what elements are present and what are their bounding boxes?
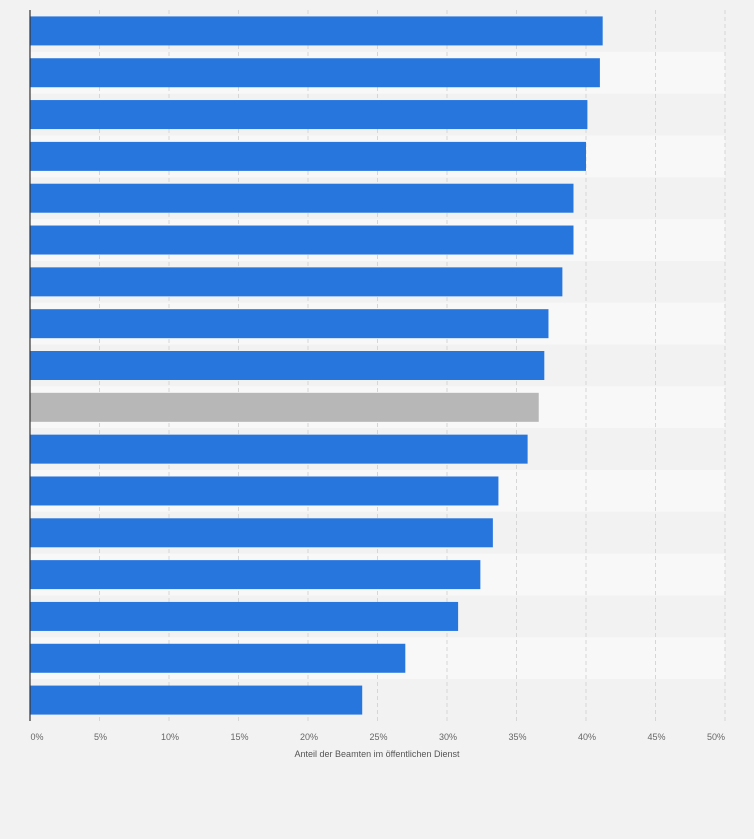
- bar: [30, 225, 574, 255]
- bar: [30, 183, 574, 213]
- x-tick-label: 0%: [30, 732, 43, 742]
- bar: [30, 476, 499, 506]
- x-tick-label: 20%: [300, 732, 318, 742]
- bar-highlighted: [30, 392, 539, 422]
- bar: [30, 141, 586, 171]
- bar: [30, 309, 549, 339]
- x-tick-label: 35%: [508, 732, 526, 742]
- x-axis-ticks: 0% 5% 10% 15% 20% 25% 30% 35% 40% 45% 50%: [30, 732, 725, 742]
- bar: [30, 58, 600, 88]
- x-tick-label: 45%: [647, 732, 665, 742]
- bar: [30, 267, 563, 297]
- x-tick-label: 25%: [369, 732, 387, 742]
- bar: [30, 16, 603, 46]
- bar: [30, 601, 459, 631]
- bar: [30, 560, 481, 590]
- bar: [30, 685, 363, 715]
- x-axis-title: Anteil der Beamten im öffentlichen Diens…: [295, 749, 460, 759]
- bar: [30, 518, 493, 548]
- x-tick-label: 10%: [161, 732, 179, 742]
- x-tick-label: 50%: [707, 732, 725, 742]
- x-tick-label: 30%: [439, 732, 457, 742]
- bar: [30, 643, 406, 673]
- x-tick-label: 15%: [230, 732, 248, 742]
- x-tick-label: 40%: [578, 732, 596, 742]
- x-tick-label: 5%: [94, 732, 107, 742]
- bar: [30, 434, 528, 464]
- bars: [30, 16, 603, 715]
- bar: [30, 100, 588, 130]
- bar: [30, 351, 545, 380]
